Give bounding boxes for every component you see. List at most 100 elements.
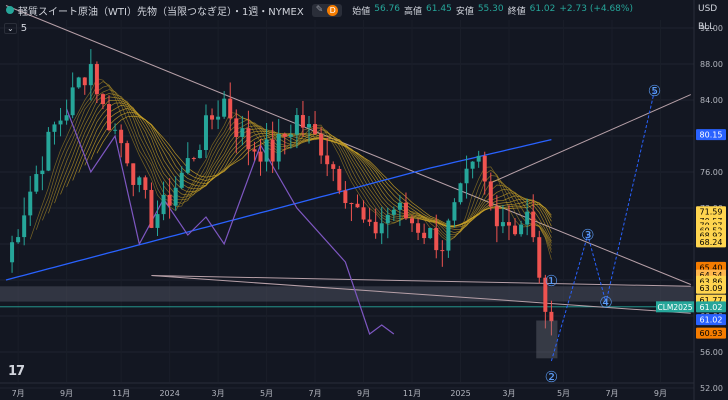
candle-body <box>397 202 402 210</box>
ma-ribbon-line <box>96 115 552 227</box>
price-tick-label: 84.00 <box>700 96 723 105</box>
indicator-count: 5 <box>20 23 28 34</box>
candle-body <box>403 202 408 219</box>
candle-body <box>367 219 372 222</box>
candle-body <box>410 218 415 224</box>
candle-body <box>525 211 530 225</box>
time-tick-label: 7月 <box>309 389 322 398</box>
candle-body <box>543 277 548 312</box>
low-label: 安値 <box>455 6 474 17</box>
price-axis[interactable]: 92.0088.0084.0080.0076.0072.0068.0064.00… <box>693 0 728 400</box>
time-tick-label: 11月 <box>403 389 421 398</box>
trendline <box>5 5 691 285</box>
candle-body <box>228 98 233 119</box>
ma-ribbon-line <box>72 102 552 233</box>
candle-body <box>337 168 342 191</box>
candle-body <box>531 211 536 238</box>
unit-label[interactable]: BLL <box>698 22 715 32</box>
candle-body <box>88 64 93 86</box>
time-axis[interactable]: 7月 9月 11月 2024 3月 5月 7月 9月 11月 2025 3月 5月 7月 9月 <box>0 382 694 398</box>
candle-body <box>216 116 221 120</box>
candle-body <box>52 124 57 132</box>
price-label: 63.09 <box>700 284 723 293</box>
candle-body <box>313 124 318 134</box>
price-tick-label: 56.00 <box>700 348 723 357</box>
forecast-path <box>550 90 655 362</box>
time-tick-label: 2025 <box>450 389 470 398</box>
time-tick-label: 5月 <box>557 389 570 398</box>
candle-body <box>46 131 51 171</box>
price-tick-label: 76.00 <box>700 168 723 177</box>
candle-body <box>373 221 378 234</box>
candle-body <box>422 232 427 239</box>
candle-body <box>203 115 208 150</box>
candle-body <box>391 209 396 215</box>
price-labels: 80.1571.5970.5770.0769.5268.9268.2465.40… <box>656 129 726 339</box>
oscillator-line <box>66 108 395 335</box>
trendline <box>490 94 691 184</box>
price-label-bg <box>696 314 726 326</box>
price-label: 71.59 <box>700 208 723 217</box>
symbol-tag-bg <box>656 301 694 313</box>
candle-body <box>107 104 112 131</box>
price-label: 63.86 <box>700 277 723 286</box>
candle-body <box>161 194 166 215</box>
price-label-bg <box>696 129 726 141</box>
price-label-bg <box>696 236 726 248</box>
chevron-down-icon[interactable]: ⌄ <box>4 23 17 34</box>
candle-body <box>470 161 475 169</box>
price-tick-label: 92.00 <box>700 24 723 33</box>
wave-label: ③ <box>581 226 594 244</box>
candle-body <box>240 128 245 137</box>
time-tick-label: 9月 <box>60 389 73 398</box>
candle-body <box>500 222 505 227</box>
candle-body <box>488 181 493 207</box>
symbol-tag: CLM2025 <box>658 303 693 312</box>
wave-label: ① <box>545 272 558 290</box>
wave-labels: ① ② ③ ④ ⑤ <box>545 82 661 386</box>
time-tick-label: 9月 <box>357 389 370 398</box>
candle-body <box>276 133 281 162</box>
candle-body <box>446 220 451 251</box>
candle-body <box>173 187 178 206</box>
candle-body <box>264 139 269 162</box>
market-status-icon <box>6 6 14 14</box>
candle-body <box>349 203 354 205</box>
candle-body <box>440 250 445 252</box>
candle-body <box>513 225 518 235</box>
candle-body <box>137 177 142 185</box>
time-tick-label: 7月 <box>12 389 25 398</box>
pencil-icon: ✎ <box>315 5 324 15</box>
time-tick-label: 11月 <box>112 389 130 398</box>
indicator-toggle[interactable]: ⌄ 5 <box>4 23 27 34</box>
time-tick-label: 7月 <box>605 389 618 398</box>
low-box <box>536 320 558 359</box>
low-value: 55.30 <box>477 3 504 14</box>
candle-body <box>519 224 524 235</box>
candle-body <box>331 164 336 169</box>
ma-ribbon-line <box>48 89 552 247</box>
candle-body <box>197 149 202 159</box>
tradingview-logo[interactable]: 17 <box>8 364 25 379</box>
candle-body <box>125 143 130 164</box>
candle-body <box>10 242 15 263</box>
candle-body <box>464 168 469 184</box>
edit-pill[interactable]: ✎ D <box>311 3 343 17</box>
trendlines[interactable] <box>5 5 691 314</box>
candle-body <box>252 149 257 152</box>
candle-body <box>82 77 87 86</box>
candle-body <box>34 174 39 192</box>
candle-body <box>191 158 196 160</box>
candle-body <box>222 98 227 117</box>
candle-body <box>185 158 190 173</box>
price-label-bg <box>696 301 726 313</box>
candle-body <box>270 139 275 162</box>
candle-body <box>288 134 293 137</box>
wave-label: ④ <box>599 294 612 312</box>
candle-body <box>416 223 421 233</box>
symbol-title[interactable]: 軽質スイート原油（WTI）先物（当限つなぎ足）・1週・NYMEX <box>18 6 304 18</box>
candle-body <box>58 120 63 125</box>
candle-body <box>458 183 463 203</box>
currency-label[interactable]: USD <box>698 4 718 14</box>
